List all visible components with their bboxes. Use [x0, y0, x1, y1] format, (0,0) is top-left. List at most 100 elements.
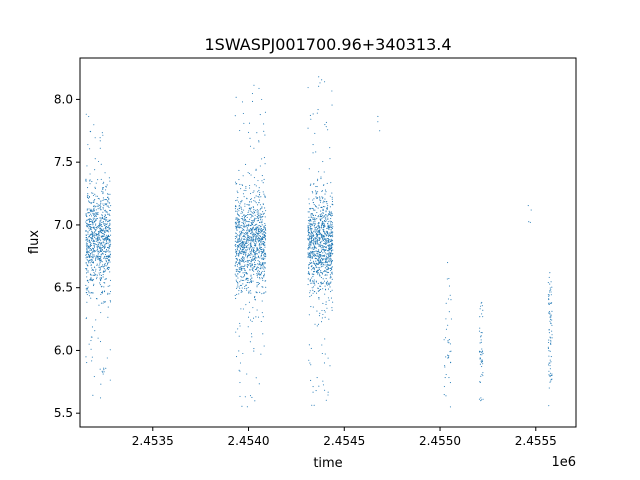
data-point [254, 218, 256, 220]
data-point [263, 266, 266, 268]
data-point [254, 255, 256, 257]
data-point [105, 189, 107, 191]
data-point [261, 293, 263, 295]
data-point [307, 239, 309, 241]
data-point [264, 258, 266, 260]
data-point [238, 215, 240, 217]
data-point [308, 254, 310, 256]
data-point [94, 236, 96, 238]
data-point [251, 396, 253, 399]
data-point [330, 243, 332, 245]
data-point [237, 247, 239, 249]
data-point [315, 260, 317, 262]
data-point [327, 242, 329, 244]
data-point [246, 249, 248, 251]
data-point [313, 235, 315, 237]
data-point [551, 310, 553, 312]
data-point [320, 321, 323, 323]
y-tick-label: 7.5 [54, 155, 73, 169]
data-point [108, 197, 110, 199]
data-point [313, 279, 315, 281]
data-point [260, 213, 263, 215]
data-point [107, 247, 109, 249]
data-point [255, 168, 257, 170]
data-point [106, 242, 108, 244]
data-point [109, 245, 111, 247]
data-point [94, 219, 96, 221]
data-point [317, 263, 319, 265]
data-point [91, 236, 93, 238]
data-point [109, 255, 111, 257]
data-point [315, 233, 317, 235]
data-point [247, 280, 249, 282]
data-point [256, 213, 258, 215]
data-point [315, 219, 317, 221]
data-point [548, 387, 550, 389]
data-point [327, 244, 329, 246]
data-point [320, 261, 322, 263]
data-point [315, 186, 317, 188]
data-point [258, 235, 260, 237]
data-point [328, 299, 330, 301]
data-point [86, 276, 88, 278]
data-point [319, 199, 321, 201]
data-point [263, 243, 265, 245]
data-point [90, 336, 92, 338]
data-point [244, 222, 246, 224]
data-point [316, 218, 318, 220]
data-point [321, 222, 323, 224]
data-point [315, 193, 317, 195]
data-point [258, 383, 260, 385]
data-point [479, 316, 481, 318]
data-point [255, 252, 257, 254]
data-point [260, 255, 262, 257]
data-point [101, 249, 103, 251]
data-point [250, 274, 252, 276]
data-point [254, 200, 256, 202]
data-point [328, 247, 331, 249]
data-point [243, 216, 245, 218]
data-point [264, 196, 266, 198]
data-point [101, 242, 103, 245]
data-point [548, 355, 550, 357]
data-point [330, 281, 332, 283]
data-point [245, 214, 247, 217]
data-point [102, 229, 104, 231]
data-point [90, 215, 93, 217]
data-point [322, 224, 324, 226]
data-point [252, 259, 254, 261]
data-point [240, 240, 242, 242]
data-point [99, 274, 101, 276]
data-point [323, 230, 325, 233]
data-point [249, 251, 251, 253]
data-point [102, 233, 104, 235]
data-point [309, 257, 311, 259]
data-point [257, 235, 259, 237]
data-point [447, 341, 449, 343]
data-point [312, 152, 314, 154]
data-point [313, 404, 315, 406]
data-point [87, 254, 89, 256]
data-point [329, 195, 331, 197]
data-point [243, 122, 245, 124]
data-point [88, 247, 90, 249]
data-point [106, 257, 108, 259]
data-point [240, 207, 242, 209]
data-point [257, 225, 259, 227]
data-point [550, 289, 552, 291]
data-point [106, 268, 108, 270]
data-point [105, 261, 107, 263]
data-point [240, 284, 242, 287]
data-point [99, 284, 101, 286]
data-point [86, 222, 88, 225]
data-point [322, 282, 325, 284]
data-point [316, 247, 318, 249]
data-point [480, 375, 482, 377]
data-point [87, 270, 89, 272]
data-point [256, 268, 258, 270]
data-point [325, 278, 327, 280]
data-point [265, 291, 267, 293]
data-point [264, 111, 266, 113]
data-point [102, 244, 104, 246]
data-point [243, 220, 245, 222]
